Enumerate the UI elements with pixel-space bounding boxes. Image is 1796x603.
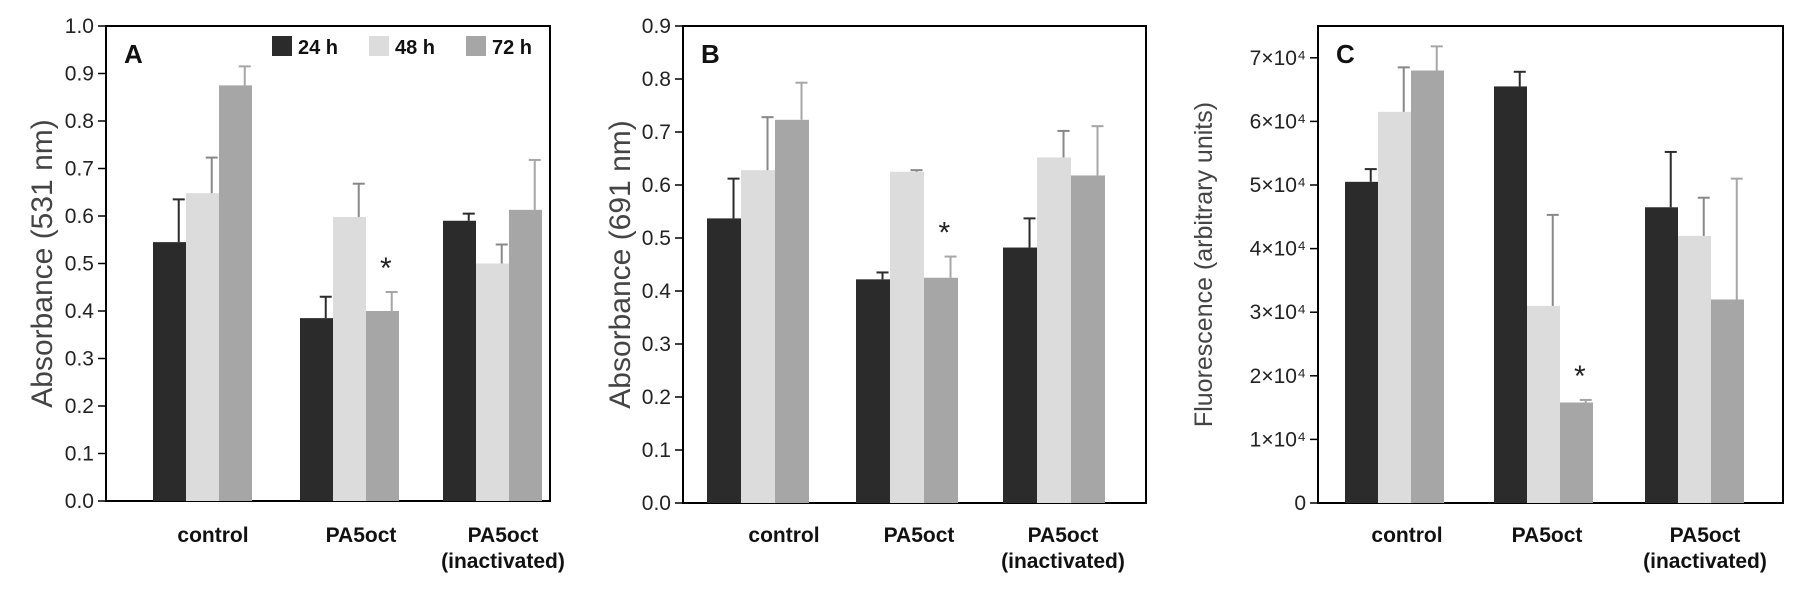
panel-label: A — [124, 39, 143, 69]
legend-label: 48 h — [395, 37, 435, 59]
bar-48h-2 — [476, 263, 509, 501]
chart-panel-c: 0 1×10⁴ 2×10⁴ 3×10⁴ 4×10⁴ 5×10⁴ 6×10⁴ 7×10⁴ Fluo… — [1190, 25, 1784, 573]
y-tick-label: 0.3 — [642, 333, 671, 356]
y-axis-label: Absorbance (691 nm) — [604, 120, 637, 409]
bar-48h-1 — [333, 216, 366, 501]
y-tick-label: 0.4 — [65, 300, 95, 323]
x-category-label: PA5oct — [884, 524, 955, 547]
y-tick-label: 0.2 — [65, 395, 94, 418]
significance-marker: * — [380, 252, 392, 285]
y-tick-label: 0.5 — [65, 253, 94, 276]
y-axis-label: Fluorescence (arbitrary units) — [1190, 102, 1218, 427]
legend-label: 24 h — [298, 37, 338, 59]
bar-48h-2 — [1678, 235, 1711, 503]
y-tick-label: 7×10⁴ — [1250, 47, 1306, 70]
bar-72h-2 — [1711, 299, 1744, 503]
bar-72h-0 — [1411, 70, 1444, 504]
bar-48h-0 — [1378, 111, 1411, 504]
x-category-label: (inactivated) — [441, 550, 565, 573]
y-tick-label: 0.8 — [65, 110, 94, 133]
bar-48h-0 — [741, 170, 775, 503]
legend: 24 h 48 h 72 h — [272, 36, 532, 59]
bar-72h-2 — [1071, 175, 1105, 503]
chart-panel-b: 0.0 0.1 0.2 0.3 0.4 0.5 0.6 0.7 0.8 0.9 Absorbance… — [604, 15, 1147, 573]
bar-48h-2 — [1037, 157, 1071, 503]
y-tick-label: 5×10⁴ — [1250, 174, 1306, 197]
x-category-label: PA5oct — [468, 524, 539, 547]
bar-24h-1 — [1494, 86, 1527, 504]
bar-48h-0 — [186, 193, 219, 501]
legend-label: 72 h — [492, 37, 532, 59]
y-tick-label: 2×10⁴ — [1250, 365, 1306, 388]
y-tick-label: 3×10⁴ — [1250, 301, 1306, 324]
x-category-label: (inactivated) — [1001, 550, 1125, 573]
chart-panel-a: 0.0 0.1 0.2 0.3 0.4 0.5 0.6 0.7 0.8 0.9 1.0 Absorba… — [26, 15, 565, 573]
bar-48h-1 — [1527, 305, 1560, 503]
legend-swatch — [272, 36, 292, 56]
y-tick-label: 0.8 — [642, 68, 671, 91]
legend-swatch — [466, 36, 486, 56]
bar-72h-0 — [775, 119, 809, 503]
y-tick-label: 0.7 — [65, 158, 94, 181]
legend-swatch — [369, 36, 389, 56]
bar-72h-2 — [509, 209, 542, 501]
y-tick-label: 0.6 — [65, 205, 94, 228]
bar-24h-1 — [300, 318, 333, 501]
y-tick-label: 0.0 — [65, 490, 94, 513]
bar-24h-0 — [707, 218, 741, 503]
bar-24h-1 — [856, 279, 890, 503]
bar-72h-1 — [1560, 402, 1593, 503]
y-tick-label: 0.5 — [642, 227, 671, 250]
x-category-label: PA5oct — [1670, 524, 1741, 547]
bar-24h-0 — [1345, 181, 1378, 503]
y-tick-label: 0.6 — [642, 174, 671, 197]
y-tick-label: 0.4 — [642, 280, 672, 303]
bar-72h-0 — [219, 85, 252, 501]
x-category-label: control — [177, 524, 248, 547]
bar-24h-2 — [443, 220, 476, 501]
x-category-label: PA5oct — [1028, 524, 1099, 547]
panel-label: B — [701, 39, 720, 69]
x-category-label: (inactivated) — [1643, 550, 1767, 573]
y-tick-label: 0.1 — [642, 439, 671, 462]
panel-label: C — [1336, 39, 1355, 69]
bar-24h-0 — [153, 242, 186, 501]
significance-marker: * — [1574, 360, 1586, 393]
y-tick-label: 0.7 — [642, 121, 671, 144]
y-tick-label: 1×10⁴ — [1250, 428, 1306, 451]
y-tick-label: 0 — [1294, 492, 1306, 515]
x-category-label: PA5oct — [1512, 524, 1583, 547]
bar-72h-1 — [924, 277, 958, 503]
y-tick-label: 4×10⁴ — [1250, 238, 1306, 261]
y-tick-label: 0.9 — [65, 63, 94, 86]
bar-48h-1 — [890, 171, 924, 503]
bar-24h-2 — [1003, 247, 1037, 503]
y-axis-label: Absorbance (531 nm) — [26, 119, 59, 408]
x-category-label: control — [748, 524, 819, 547]
y-tick-label: 0.9 — [642, 15, 671, 38]
y-tick-label: 0.0 — [642, 492, 671, 515]
y-tick-label: 0.3 — [65, 348, 94, 371]
y-tick-label: 1.0 — [65, 15, 94, 38]
significance-marker: * — [939, 217, 951, 250]
y-tick-label: 6×10⁴ — [1250, 110, 1306, 133]
y-tick-label: 0.1 — [65, 443, 94, 466]
x-category-label: PA5oct — [326, 524, 397, 547]
bar-24h-2 — [1645, 207, 1678, 503]
x-category-label: control — [1371, 524, 1442, 547]
bar-72h-1 — [366, 311, 399, 501]
y-tick-label: 0.2 — [642, 386, 671, 409]
